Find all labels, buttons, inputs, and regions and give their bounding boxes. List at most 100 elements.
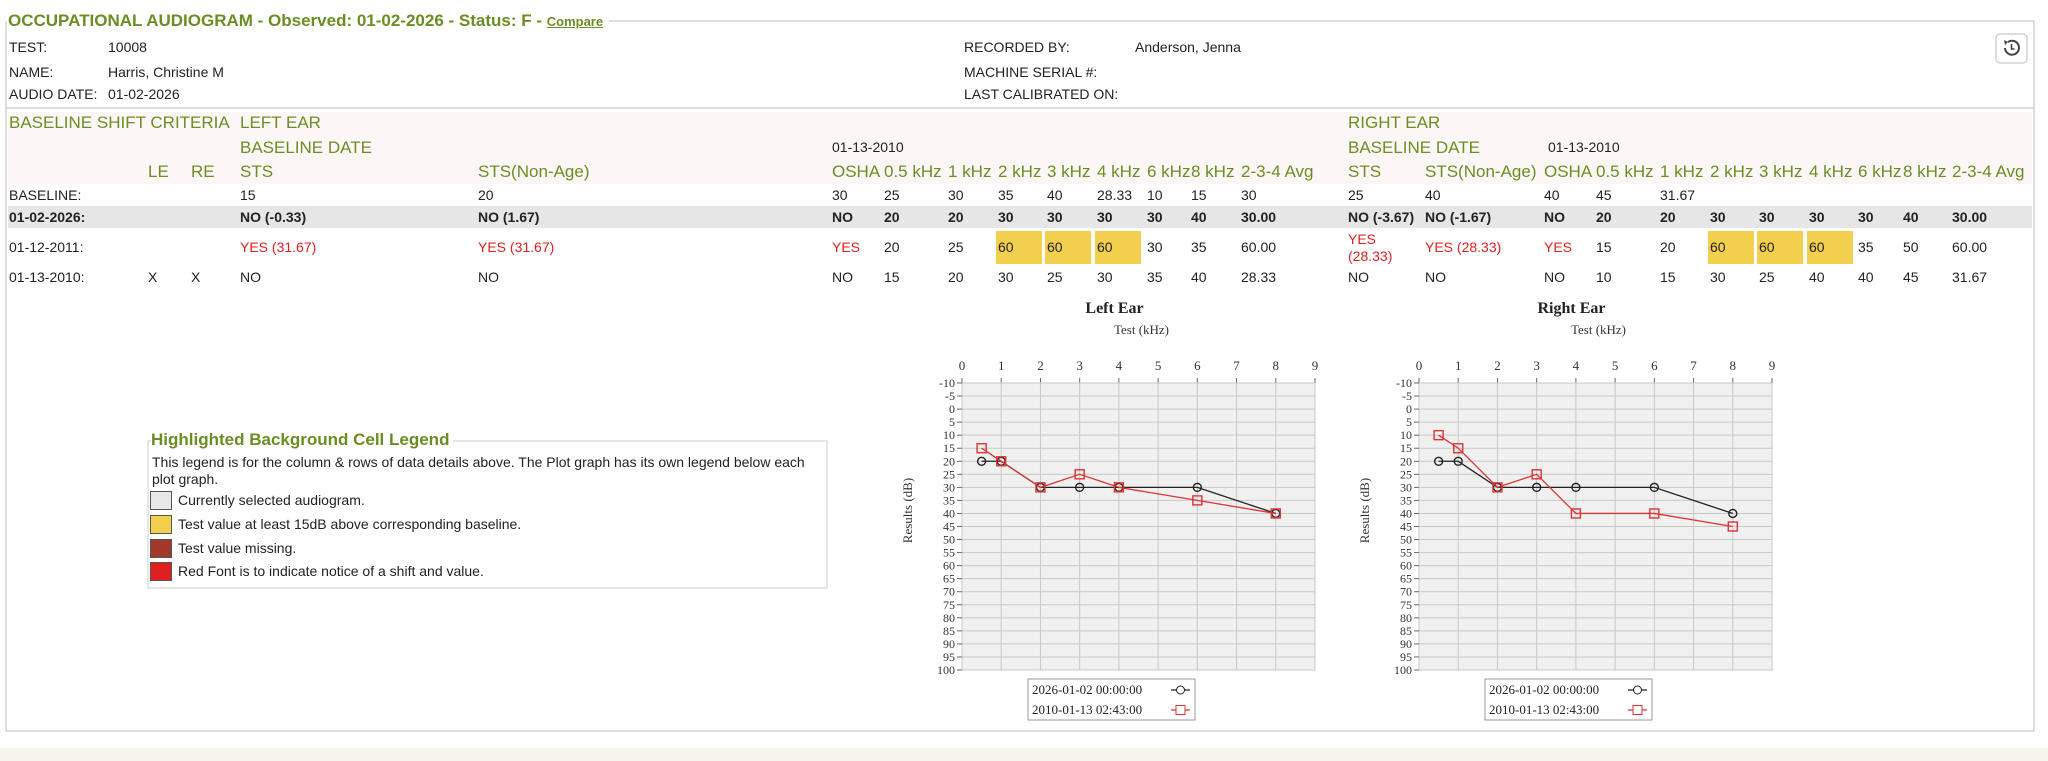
- x-tick-label: 5: [1155, 358, 1162, 373]
- data-point: [1270, 508, 1281, 519]
- y-tick-label: 80: [1400, 611, 1412, 625]
- table-cell: 30: [1097, 268, 1113, 285]
- table-cell: 10: [1596, 268, 1612, 285]
- table-cell: 25: [948, 239, 964, 255]
- table-cell: 30: [1147, 208, 1163, 225]
- column-header: 4 kHz: [1097, 162, 1141, 181]
- y-tick-label: -10: [939, 376, 955, 390]
- y-axis-label: Results (dB): [1357, 478, 1372, 543]
- page-title: OCCUPATIONAL AUDIOGRAM - Observed: 01-02…: [8, 11, 608, 31]
- table-cell: 60: [998, 239, 1014, 255]
- table-cell: 20: [478, 186, 494, 203]
- y-tick-label: 20: [1400, 454, 1412, 468]
- column-header: 2 kHz: [998, 162, 1042, 181]
- table-cell: 40: [1047, 186, 1063, 203]
- info-label: LAST CALIBRATED ON:: [964, 86, 1119, 102]
- table-cell: NO: [1544, 208, 1565, 225]
- table-cell: 15: [1596, 239, 1612, 255]
- table-cell: NO: [1544, 268, 1565, 285]
- y-tick-label: 30: [1400, 480, 1412, 494]
- table-cell: 40: [1191, 268, 1207, 285]
- cell-legend-item: Currently selected audiogram.: [178, 492, 365, 508]
- table-cell: 30: [832, 186, 848, 203]
- y-tick-label: 65: [943, 572, 955, 586]
- legend-marker: [1632, 705, 1643, 715]
- data-point: [1727, 521, 1738, 532]
- y-tick-label: 40: [1400, 506, 1412, 520]
- table-cell: 25: [1348, 186, 1364, 203]
- y-tick-label: 0: [949, 402, 955, 416]
- data-point: [1728, 508, 1738, 519]
- table-cell: 40: [1425, 186, 1441, 203]
- info-value: Harris, Christine M: [108, 64, 224, 80]
- table-cell: 30.00: [1952, 208, 1988, 225]
- x-tick-label: 2: [1494, 358, 1501, 373]
- data-point: [1192, 482, 1203, 493]
- data-point: [1531, 469, 1542, 480]
- baseline-date: 01-13-2010: [832, 139, 904, 155]
- table-cell: 25: [1047, 268, 1063, 285]
- table-cell: 35: [1191, 239, 1207, 255]
- series-line: [1438, 460, 1733, 515]
- y-tick-label: 65: [1400, 572, 1412, 586]
- x-tick-label: 0: [959, 358, 966, 373]
- y-tick-label: 5: [949, 415, 955, 429]
- table-cell: 30: [1809, 208, 1825, 225]
- data-point: [1433, 456, 1444, 466]
- x-axis-label: Test (kHz): [1114, 322, 1169, 337]
- table-cell: 31.67: [1660, 186, 1696, 203]
- page-footer: [0, 748, 2048, 761]
- y-tick-label: 95: [1400, 650, 1412, 664]
- highlight-cell: [1708, 231, 1754, 264]
- y-tick-label: 25: [1400, 467, 1412, 481]
- reset-button[interactable]: [1995, 33, 2028, 64]
- y-tick-label: 15: [943, 441, 955, 455]
- table-cell: 60: [1097, 239, 1113, 255]
- table-cell: 31.67: [1952, 268, 1988, 285]
- y-axis-label: Results (dB): [900, 478, 915, 543]
- title-text: OCCUPATIONAL AUDIOGRAM - Observed: 01-02…: [8, 11, 543, 30]
- table-header-bg: [8, 112, 2032, 184]
- table-cell: 40: [1809, 268, 1825, 285]
- table-cell: NO: [478, 268, 499, 285]
- table-cell: 30: [998, 208, 1014, 225]
- column-header: STS: [240, 162, 274, 181]
- column-header: 2-3-4 Avg: [1952, 162, 2025, 181]
- table-cell: 35: [998, 186, 1014, 203]
- x-tick-label: 3: [1076, 358, 1083, 373]
- table-cell: 15: [240, 186, 256, 203]
- info-value: 10008: [108, 39, 147, 55]
- y-tick-label: 85: [1400, 624, 1412, 638]
- table-cell: 30: [1097, 208, 1113, 225]
- column-header: LE: [148, 162, 169, 181]
- table-cell: 20: [1660, 239, 1676, 255]
- x-tick-label: 9: [1769, 358, 1776, 373]
- table-cell: NO (-3.67): [1348, 208, 1415, 225]
- x-tick-label: 8: [1730, 358, 1737, 373]
- data-point: [1453, 456, 1463, 466]
- x-tick-label: 1: [998, 358, 1005, 373]
- x-tick-label: 2: [1037, 358, 1044, 373]
- table-cell: X: [191, 268, 201, 285]
- legend-label: 2010-01-13 02:43:00: [1489, 702, 1599, 717]
- table-cell: 30: [1147, 239, 1163, 255]
- table-cell: 15: [1660, 268, 1676, 285]
- info-label: TEST:: [9, 39, 48, 55]
- row-label: 01-12-2011:: [9, 239, 84, 255]
- cell-legend-title: Highlighted Background Cell Legend: [151, 431, 454, 448]
- column-header: STS: [1348, 162, 1382, 181]
- y-tick-label: 100: [937, 663, 955, 677]
- table-cell: NO (-1.67): [1425, 208, 1492, 225]
- y-tick-label: 15: [1400, 441, 1412, 455]
- section-title: BASELINE SHIFT CRITERIA: [9, 113, 230, 132]
- chart-title: Left Ear: [1085, 300, 1143, 317]
- table-cell: 15: [884, 268, 900, 285]
- compare-link[interactable]: Compare: [546, 14, 604, 29]
- legend-marker: [1176, 685, 1185, 695]
- table-cell: 35: [1147, 268, 1163, 285]
- y-tick-label: -5: [945, 389, 955, 403]
- series-line: [1438, 434, 1733, 528]
- column-header: 1 kHz: [1660, 162, 1704, 181]
- column-header: 8 kHz: [1903, 162, 1947, 181]
- y-tick-label: 50: [1400, 533, 1412, 547]
